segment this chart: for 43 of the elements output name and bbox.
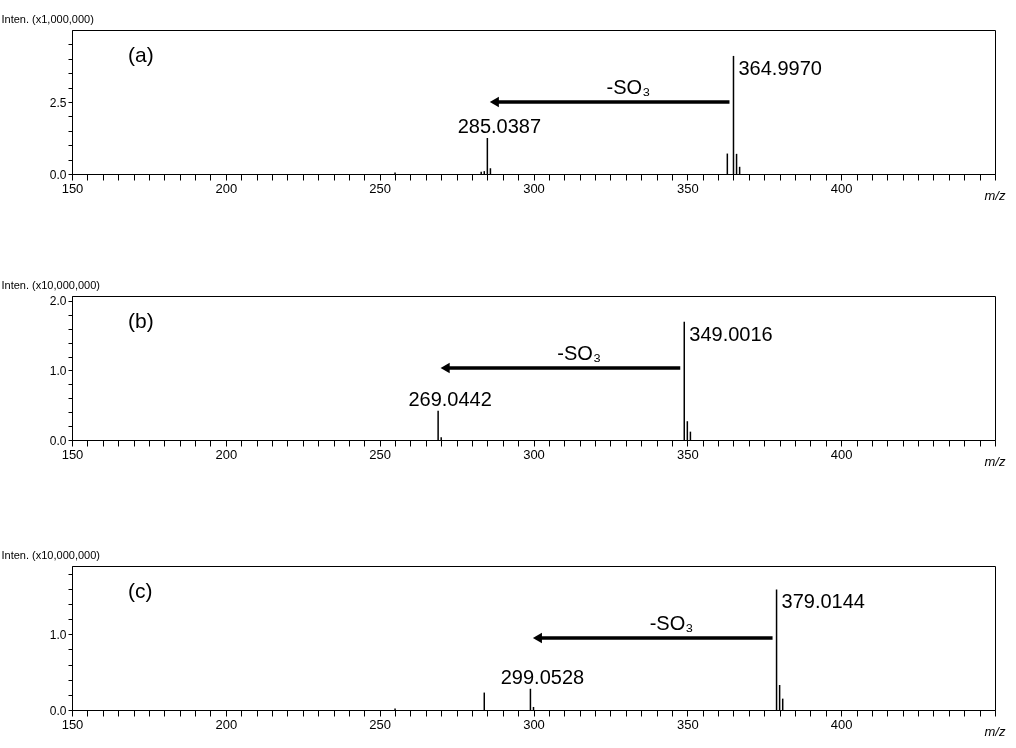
y-axis-title: Inten. (x1,000,000)	[1, 12, 94, 25]
x-tick-label: 250	[369, 446, 392, 462]
y-tick-label: 0.0	[49, 167, 67, 182]
x-tick-label: 300	[523, 446, 545, 462]
y-tick-label: 2.5	[49, 95, 67, 110]
annotation: (a)	[128, 43, 154, 66]
x-axis-title: m/z	[984, 188, 1006, 203]
x-tick-label: 350	[676, 446, 699, 462]
x-tick-label: 350	[676, 180, 699, 196]
annotation: 364.9970	[738, 56, 822, 79]
x-tick-label: 150	[61, 716, 84, 732]
x-axis-title: m/z	[984, 454, 1006, 469]
annotation: (c)	[128, 579, 153, 602]
y-tick-label: 1.0	[49, 627, 67, 642]
annotation: -SO₃	[606, 76, 651, 98]
x-tick-label: 250	[369, 716, 392, 732]
annotation: 285.0387	[457, 115, 542, 137]
x-tick-label: 300	[523, 180, 545, 196]
x-tick-label: 300	[523, 716, 545, 732]
y-tick-label: 1.0	[49, 363, 67, 378]
annotation: (b)	[128, 309, 154, 332]
x-tick-label: 400	[830, 446, 853, 462]
annotation: 349.0016	[689, 322, 773, 345]
x-tick-label: 350	[676, 716, 699, 732]
annotation: 379.0144	[781, 590, 865, 613]
annotation: 269.0442	[408, 387, 492, 410]
x-tick-label: 200	[215, 716, 238, 732]
annotation: 299.0528	[500, 665, 585, 688]
x-tick-label: 200	[215, 180, 238, 196]
x-tick-label: 250	[369, 180, 392, 196]
x-axis-title: m/z	[984, 724, 1006, 739]
annotation: -SO₃	[557, 342, 602, 364]
x-tick-label: 400	[830, 716, 853, 732]
x-tick-label: 150	[61, 180, 84, 196]
y-axis-title: Inten. (x10,000,000)	[1, 548, 100, 561]
y-tick-label: 2.0	[49, 294, 67, 309]
x-tick-label: 400	[830, 180, 853, 196]
y-tick-label: 0.0	[49, 703, 67, 718]
x-tick-label: 200	[215, 446, 238, 462]
y-axis-title: Inten. (x10,000,000)	[1, 278, 100, 291]
y-tick-label: 0.0	[49, 433, 67, 448]
x-tick-label: 150	[61, 446, 84, 462]
annotation: -SO₃	[649, 612, 694, 634]
